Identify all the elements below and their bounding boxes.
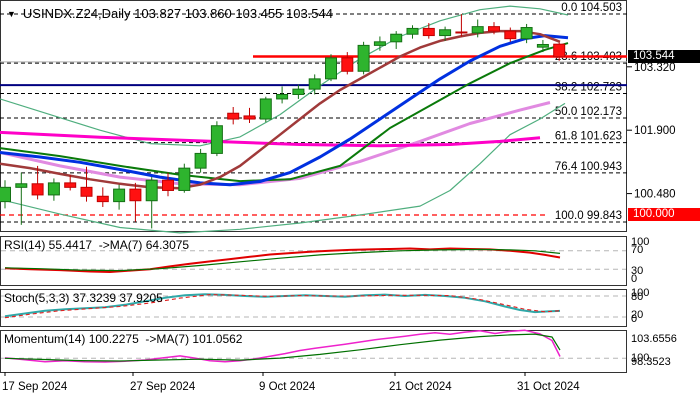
candle-body [178,167,191,191]
candle-body [308,78,321,90]
fib-level-label: 0.0 104.503 [561,2,622,14]
candle-body [292,88,305,95]
candle-body [227,112,240,120]
fib-level-label: 100.0 99.843 [555,210,622,222]
time-axis-label: 21 Oct 2024 [389,381,452,393]
rsi-scale-label: 0 [631,273,637,285]
candle-body [113,188,126,203]
candle-body [357,44,370,72]
candle-body [504,30,517,40]
candle-body [15,183,28,188]
candle-body [276,93,289,100]
candle-body [373,41,386,46]
candle-body [194,152,207,169]
stoch-main [4,293,561,318]
candle-body [0,186,11,203]
fib-level-label: 61.8 101.623 [555,131,622,143]
candle-body [47,182,60,196]
ma-violet [0,101,551,187]
candle-body [96,195,109,203]
momentum-ma [4,333,561,362]
candle-body [210,125,223,154]
momentum-scale-label: 103.6556 [631,333,677,345]
candle-body [129,188,142,202]
ma-brown [0,29,561,190]
candle-body [162,179,174,191]
rsi-panel [0,236,627,286]
price-scale-label: 103.320 [634,62,676,74]
rsi-scale-label: 70 [631,244,643,256]
candle-body [64,182,77,188]
candle-body [488,26,500,32]
candlesticks [0,14,566,229]
stoch-signal [4,294,561,319]
time-axis-label: 9 Oct 2024 [259,381,316,393]
symbol-ohlc-text: USINDX.Z24,Daily 103.827 103.860 103.455… [22,6,333,21]
candle-body [390,33,403,43]
rsi-scale-label: 100 [631,236,649,248]
symbol-marker-icon: ▼ [7,9,16,19]
candle-body [406,27,419,35]
fib-level-label: 38.2 102.723 [555,81,622,93]
candle-body [325,57,337,80]
momentum-scale-label: 100 [631,352,649,364]
price-scale-label: 100.480 [634,189,676,201]
chart-title: ▼ USINDX.Z24,Daily 103.827 103.860 103.45… [7,6,333,21]
candle-body [31,183,44,196]
time-axis-label: 27 Sep 2024 [130,381,196,393]
time-axis-label: 31 Oct 2024 [517,381,580,393]
sr-level-price-box: 100.000 [628,208,700,221]
fib-level-label: 76.4 100.943 [555,161,622,173]
envelope-lower [0,102,566,234]
stoch-scale-label: 80 [631,291,643,303]
candle-body [553,43,566,58]
momentum-scale-label: 98.3523 [631,356,671,368]
ma-darkgreen [0,42,569,183]
candle-body [455,31,468,34]
rsi-ma [4,248,561,272]
stoch-scale-label: 100 [631,287,649,299]
current-price-box: 103.544 [628,50,700,63]
candle-body [439,29,452,37]
candle-body [259,98,272,120]
candle-body [520,27,533,40]
candle-body [471,26,484,34]
candle-body [80,186,93,197]
candle-body [422,27,435,37]
rsi-scale-label: 30 [631,265,643,277]
momentum-panel [0,330,627,373]
time-axis-label: 17 Sep 2024 [2,381,68,393]
fib-level-label: 50.0 102.173 [555,106,622,118]
candle-body [341,57,354,72]
stoch-scale-label: 0 [631,313,637,325]
candle-body [145,179,158,202]
candle-body [536,43,549,48]
candle-body [243,115,256,120]
stoch-scale-label: 20 [631,309,643,321]
ma-blue [0,34,569,187]
price-scale-label: 101.900 [634,125,676,137]
